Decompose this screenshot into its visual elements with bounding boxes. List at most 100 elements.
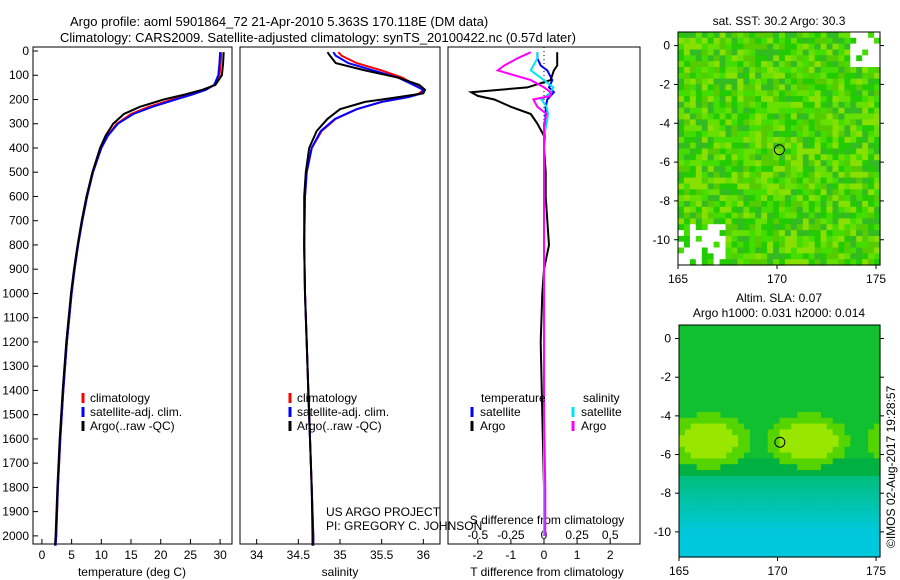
sst-map-cell: [826, 206, 833, 214]
sla-map-cell: [761, 528, 769, 535]
sla-map-cell: [809, 336, 816, 343]
sst-map-ytick-label: -2: [659, 77, 670, 91]
sst-map-cell: [874, 154, 881, 161]
sst-map-cell: [755, 96, 762, 103]
sst-map-cell: [767, 43, 774, 50]
title-line2: Climatology: CARS2009. Satellite-adjuste…: [60, 30, 576, 45]
sla-map-cell: [815, 429, 822, 436]
sst-map-cell: [820, 154, 828, 161]
sla-map-cell: [720, 487, 727, 494]
sla-map-cell: [838, 487, 846, 494]
sla-map-cell: [732, 499, 739, 506]
sst-map-cell: [779, 136, 786, 144]
sst-map-cell: [874, 131, 881, 138]
sla-map-cell: [749, 400, 757, 407]
sla-map-cell: [791, 417, 798, 425]
sst-map-cell: [761, 61, 768, 68]
sst-map-cell: [790, 136, 798, 144]
sla-map-cell: [732, 510, 739, 517]
sla-map-cell: [815, 441, 822, 448]
sla-map-cell: [767, 510, 775, 517]
sla-map-cell: [708, 383, 716, 390]
sla-map-cell: [874, 325, 881, 332]
depth-tick-label: 900: [9, 262, 29, 276]
sst-map-cell: [862, 189, 869, 196]
sla-map-cell: [708, 499, 716, 506]
sla-map-cell: [738, 475, 745, 483]
sla-map-cell: [720, 354, 727, 361]
sst-map-cell: [779, 148, 786, 155]
sst-map-cell: [838, 136, 845, 144]
sla-map-cell: [761, 423, 769, 430]
sla-map-cell: [779, 441, 786, 448]
sst-map-cell: [779, 96, 786, 103]
sla-map-cell: [761, 446, 769, 454]
sla-map-cell: [690, 348, 698, 355]
sla-map-cell: [720, 504, 727, 512]
sst-map-cell: [874, 177, 881, 184]
sla-map-cell: [761, 365, 769, 372]
sla-map-cell: [732, 452, 739, 459]
sst-map-cell: [761, 32, 768, 39]
sst-map-cell: [761, 241, 768, 249]
sst-map-cell: [689, 177, 697, 184]
sla-map-cell: [838, 406, 846, 413]
sst-map-cell: [790, 61, 798, 68]
sst-map-cell: [743, 247, 750, 254]
sst-map-cell: [695, 61, 703, 68]
sla-map-cell: [696, 510, 704, 517]
sst-map-cell: [802, 119, 810, 126]
sst-map-cell: [719, 67, 727, 74]
sla-map-cell: [791, 533, 798, 541]
sst-map-cell: [737, 125, 744, 132]
sst-map-cell: [850, 125, 857, 132]
sla-map-cell: [785, 336, 792, 343]
sla-map-cell: [732, 528, 739, 535]
sst-map-cell: [844, 259, 851, 266]
sst-map-cell: [755, 119, 762, 126]
sla-map-cell: [809, 487, 816, 494]
sst-map-cell: [802, 235, 810, 243]
sla-map-cell: [868, 342, 875, 349]
sla-map-cell: [785, 348, 792, 355]
sla-map-cell: [690, 429, 698, 436]
sla-map-cell: [749, 417, 757, 425]
sst-map-cell: [678, 49, 685, 56]
sla-map-cell: [732, 475, 739, 483]
sla-map-cell: [803, 522, 810, 529]
sla-map-cell: [708, 528, 716, 535]
sla-map-cell: [702, 475, 710, 483]
sst-map-cell: [814, 195, 822, 202]
sst-map-cell: [820, 119, 828, 126]
sst-map-cell: [761, 235, 768, 243]
sla-map-cell: [749, 359, 757, 367]
sla-map-cell: [773, 487, 781, 494]
sst-map-cell: [707, 212, 715, 219]
sst-map-cell: [731, 148, 738, 155]
sla-map-cell: [832, 365, 840, 372]
sst-map-cell: [707, 55, 715, 62]
sla-map-cell: [844, 371, 851, 378]
sla-map-cell: [726, 336, 733, 343]
sla-map-cell: [791, 325, 798, 332]
sst-map-cell: [856, 154, 863, 161]
sst-map-cell: [761, 166, 768, 173]
sla-map-cell: [832, 481, 840, 488]
sla-map-cell: [720, 551, 727, 558]
depth-tick-label: 800: [9, 238, 29, 252]
sst-map-cell: [773, 125, 780, 132]
sla-map-cell: [868, 348, 875, 355]
sla-map-cell: [856, 493, 863, 500]
sla-map-cell: [850, 464, 857, 471]
sla-map-cell: [815, 412, 822, 419]
sst-map-cell: [767, 195, 774, 202]
sst-map-cell: [719, 119, 727, 126]
sst-map-cell: [719, 247, 727, 254]
sla-map-cell: [874, 412, 881, 419]
sst-map-cell: [713, 101, 721, 109]
sla-map-cell: [850, 528, 857, 535]
sla-map-xtick-label: 170: [768, 564, 788, 578]
sla-map-cell: [720, 394, 727, 401]
sst-map-cell: [862, 247, 869, 254]
sst-map-cell: [796, 107, 804, 115]
